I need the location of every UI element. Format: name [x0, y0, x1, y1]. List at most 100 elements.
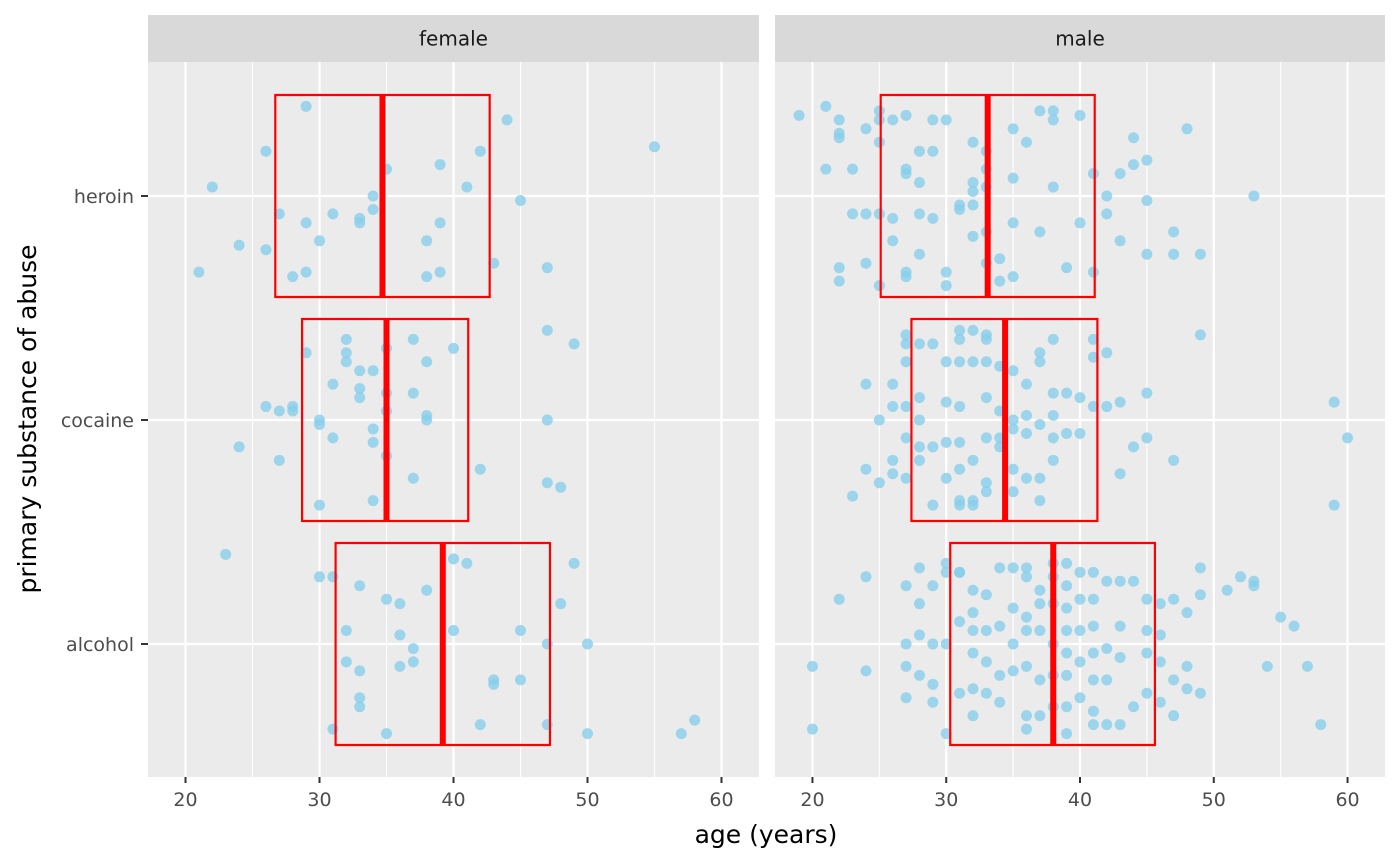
data-point	[980, 687, 992, 699]
data-point	[954, 499, 966, 511]
data-point	[340, 347, 352, 359]
data-point	[1181, 683, 1193, 695]
data-point	[860, 463, 872, 475]
data-point	[541, 414, 553, 426]
data-point	[1087, 620, 1099, 632]
data-point	[407, 387, 419, 399]
data-point	[354, 365, 366, 377]
data-point	[980, 589, 992, 601]
data-point	[1168, 248, 1180, 260]
data-point	[1315, 719, 1327, 731]
data-point	[1061, 602, 1073, 614]
data-point	[327, 378, 339, 390]
data-point	[967, 356, 979, 368]
data-point	[1114, 396, 1126, 408]
data-point	[860, 378, 872, 390]
data-point	[954, 203, 966, 215]
data-point	[287, 405, 299, 417]
data-point	[913, 669, 925, 681]
data-point	[327, 432, 339, 444]
data-point	[1087, 401, 1099, 413]
data-point	[1114, 235, 1126, 247]
data-point	[340, 625, 352, 637]
data-point	[367, 436, 379, 448]
data-point	[1007, 365, 1019, 377]
data-point	[913, 208, 925, 220]
data-point	[675, 728, 687, 740]
data-point	[887, 468, 899, 480]
data-point	[1047, 410, 1059, 422]
y-axis: heroin cocaine alcohol	[61, 186, 148, 656]
data-point	[1114, 468, 1126, 480]
data-point	[887, 235, 899, 247]
data-point	[1141, 432, 1153, 444]
data-point	[1261, 660, 1273, 672]
data-point	[954, 324, 966, 336]
data-point	[1061, 557, 1073, 569]
x-tick-label: 40	[1068, 789, 1092, 811]
data-point	[1007, 562, 1019, 574]
data-point	[940, 266, 952, 278]
data-point	[833, 132, 845, 144]
data-point	[1061, 701, 1073, 713]
data-point	[927, 338, 939, 350]
data-point	[1020, 710, 1032, 722]
x-tick-label: 50	[1202, 789, 1226, 811]
data-point	[940, 557, 952, 569]
data-point	[860, 665, 872, 677]
data-point	[461, 557, 473, 569]
data-point	[1034, 495, 1046, 507]
data-point	[1074, 625, 1086, 637]
data-point	[1061, 647, 1073, 659]
data-point	[314, 235, 326, 247]
data-point	[1061, 580, 1073, 592]
data-point	[1087, 168, 1099, 180]
data-point	[206, 181, 218, 193]
data-point	[887, 114, 899, 126]
data-point	[1087, 719, 1099, 731]
data-point	[421, 414, 433, 426]
data-point	[273, 454, 285, 466]
data-point	[873, 477, 885, 489]
panel-male: male 20 30 40 50 60	[775, 15, 1385, 811]
data-point	[1020, 410, 1032, 422]
data-point	[407, 642, 419, 654]
data-point	[900, 638, 912, 650]
data-point	[1007, 486, 1019, 498]
data-point	[873, 280, 885, 292]
data-point	[900, 580, 912, 592]
data-point	[1114, 620, 1126, 632]
data-point	[541, 324, 553, 336]
data-point	[1020, 571, 1032, 583]
data-point	[421, 271, 433, 283]
y-tick-label-alcohol: alcohol	[66, 634, 134, 656]
data-point	[1007, 123, 1019, 135]
data-point	[980, 656, 992, 668]
data-point	[354, 383, 366, 395]
data-point	[1128, 701, 1140, 713]
data-point	[940, 728, 952, 740]
data-point	[940, 638, 952, 650]
data-point	[1074, 392, 1086, 404]
data-point	[354, 665, 366, 677]
data-point	[300, 217, 312, 229]
data-point	[1034, 347, 1046, 359]
data-point	[900, 401, 912, 413]
data-point	[1074, 692, 1086, 704]
data-point	[407, 472, 419, 484]
data-point	[1128, 159, 1140, 171]
data-point	[860, 123, 872, 135]
data-point	[407, 333, 419, 345]
data-point	[913, 338, 925, 350]
data-point	[1047, 105, 1059, 117]
data-point	[1087, 333, 1099, 345]
data-point	[954, 616, 966, 628]
data-point	[381, 728, 393, 740]
data-point	[913, 392, 925, 404]
data-point	[873, 414, 885, 426]
data-point	[833, 262, 845, 274]
data-point	[1087, 674, 1099, 686]
panel-female: female 20 30 40 50 60	[148, 15, 759, 811]
data-point	[927, 145, 939, 157]
data-point	[1275, 611, 1287, 623]
